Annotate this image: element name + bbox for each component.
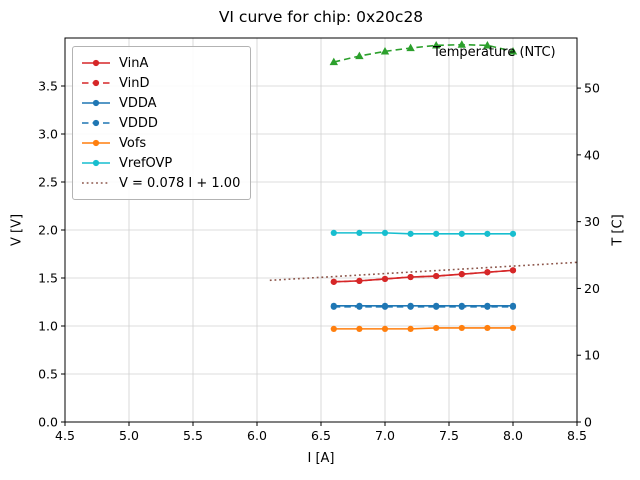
marker-circle xyxy=(509,324,517,332)
legend-sample-line xyxy=(82,159,110,167)
marker-triangle xyxy=(432,40,441,49)
y-left-tick-label: 3.5 xyxy=(38,79,58,94)
marker-circle xyxy=(433,272,440,280)
legend-label: VinD xyxy=(119,75,150,91)
legend-sample-line xyxy=(82,119,110,127)
marker-circle xyxy=(381,229,389,236)
y-right-tick-label: 0 xyxy=(584,415,592,430)
x-tick-label: 6.0 xyxy=(247,428,267,443)
y-right-tick-label: 50 xyxy=(584,81,600,96)
marker-circle xyxy=(330,303,337,310)
marker-circle xyxy=(458,303,465,310)
x-tick-label: 7.5 xyxy=(439,428,459,443)
y-left-tick-label: 2.5 xyxy=(38,175,58,190)
series-VDDD xyxy=(330,303,517,310)
legend-label: VDDD xyxy=(119,115,158,131)
legend-item-vdda: VDDA xyxy=(81,93,240,113)
legend-label: VinA xyxy=(119,55,149,71)
marker-triangle xyxy=(457,40,466,48)
marker-circle xyxy=(356,229,363,236)
marker-circle xyxy=(509,230,517,237)
marker-circle xyxy=(381,303,389,310)
marker-circle xyxy=(330,278,337,285)
marker-circle xyxy=(433,324,440,332)
x-tick-label: 5.0 xyxy=(119,428,139,443)
series-VrefOVP xyxy=(330,229,517,237)
marker-circle xyxy=(484,303,491,310)
legend-label: V = 0.078 I + 1.00 xyxy=(119,175,241,191)
y-axis-label-right: T [C] xyxy=(610,214,626,246)
x-tick-label: 8.0 xyxy=(503,428,523,443)
marker-circle xyxy=(407,273,414,281)
marker-circle xyxy=(381,325,389,332)
legend: VinA VinD VDDA VDDD Vofs VrefOVP V = 0.078 I +… xyxy=(72,46,252,200)
legend-sample-line xyxy=(82,79,110,87)
y-axis-label-left: V [V] xyxy=(9,213,25,247)
temperature-annotation: Temperature (NTC) xyxy=(433,45,556,60)
marker-circle xyxy=(484,269,491,276)
x-axis-label: I [A] xyxy=(307,451,335,466)
series-VinD xyxy=(330,267,517,285)
marker-circle xyxy=(356,325,363,332)
marker-circle xyxy=(356,303,363,310)
legend-label: VrefOVP xyxy=(119,155,173,171)
y-right-tick-label: 10 xyxy=(584,348,600,363)
marker-circle xyxy=(330,229,337,236)
x-tick-label: 6.5 xyxy=(311,428,331,443)
legend-item-vrefovp: VrefOVP xyxy=(81,153,240,173)
x-tick-label: 7.0 xyxy=(375,428,395,443)
y-right-tick-label: 20 xyxy=(584,281,600,296)
legend-item-vofs: Vofs xyxy=(81,133,240,153)
legend-label: Vofs xyxy=(119,135,147,151)
marker-circle xyxy=(484,324,491,332)
x-tick-label: 4.5 xyxy=(55,428,75,443)
marker-triangle xyxy=(508,46,518,55)
x-tick-label: 5.5 xyxy=(183,428,203,443)
y-left-tick-label: 0.5 xyxy=(38,367,58,382)
marker-triangle xyxy=(483,40,492,49)
ticks xyxy=(61,85,581,426)
marker-triangle xyxy=(355,51,364,60)
marker-circle xyxy=(509,303,517,310)
legend-sample-line xyxy=(82,182,110,184)
legend-sample-line xyxy=(82,139,110,147)
marker-circle xyxy=(433,230,440,237)
marker-circle xyxy=(458,324,465,332)
marker-circle xyxy=(509,267,517,274)
marker-circle xyxy=(407,325,414,332)
legend-sample-line xyxy=(82,99,110,107)
y-left-tick-label: 3.0 xyxy=(38,127,58,142)
legend-item-vddd: VDDD xyxy=(81,113,240,133)
legend-sample-line xyxy=(82,59,110,67)
marker-circle xyxy=(458,230,465,237)
y-left-tick-label: 0.0 xyxy=(38,415,58,430)
marker-triangle xyxy=(406,43,415,52)
series-Vofs xyxy=(330,324,517,332)
legend-label: VDDA xyxy=(119,95,157,111)
series-Temperature-NTC- xyxy=(329,40,518,66)
y-left-tick-label: 1.5 xyxy=(38,271,58,286)
y-left-tick-label: 1.0 xyxy=(38,319,58,334)
marker-triangle xyxy=(380,46,390,55)
marker-circle xyxy=(407,230,414,237)
x-tick-label: 8.5 xyxy=(567,428,587,443)
tick-labels: 4.5 5.0 5.5 6.0 6.5 7.0 7.5 8.0 8.5 0.0 0.5 1.0 1.5 2… xyxy=(38,79,600,444)
marker-circle xyxy=(484,230,491,237)
marker-circle xyxy=(356,277,363,284)
marker-circle xyxy=(458,271,465,278)
marker-circle xyxy=(330,325,337,332)
marker-triangle xyxy=(329,57,338,66)
legend-item-vina: VinA xyxy=(81,53,240,73)
marker-circle xyxy=(433,303,440,310)
chart-title: VI curve for chip: 0x20c28 xyxy=(218,8,424,26)
y-left-tick-label: 2.0 xyxy=(38,223,58,238)
legend-item-vind: VinD xyxy=(81,73,240,93)
legend-item-v-0-078-i-1-00: V = 0.078 I + 1.00 xyxy=(81,173,240,193)
y-right-tick-label: 40 xyxy=(584,147,600,162)
marker-circle xyxy=(407,303,414,310)
y-right-tick-label: 30 xyxy=(584,214,600,229)
marker-circle xyxy=(381,275,389,283)
